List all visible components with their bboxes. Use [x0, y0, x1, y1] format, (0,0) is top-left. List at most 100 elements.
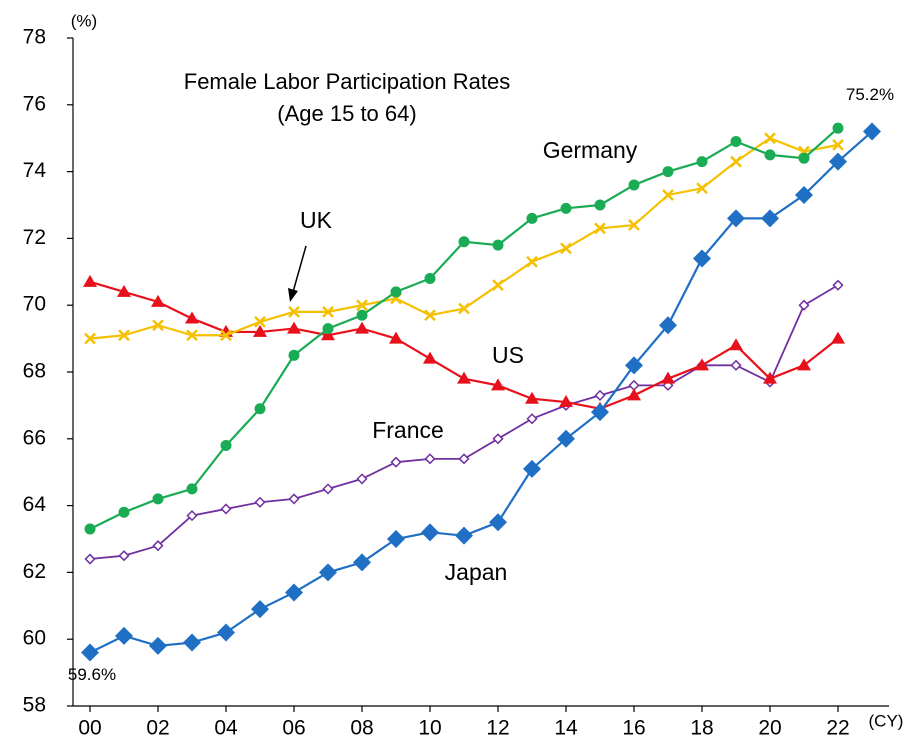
marker: [560, 202, 572, 214]
marker: [322, 323, 334, 335]
marker: [185, 311, 199, 324]
marker: [832, 138, 844, 151]
marker: [220, 439, 232, 451]
marker: [591, 403, 609, 422]
x-tick-label: 10: [418, 717, 441, 740]
y-tick-label: 78: [23, 26, 46, 49]
marker: [457, 371, 471, 384]
marker: [557, 429, 575, 448]
series: [84, 279, 844, 565]
marker: [832, 279, 844, 291]
marker: [696, 156, 708, 168]
marker: [491, 378, 505, 391]
marker: [421, 523, 439, 542]
marker: [729, 338, 743, 351]
marker: [764, 132, 776, 145]
marker: [356, 299, 368, 312]
marker: [287, 321, 301, 334]
marker: [625, 356, 643, 375]
x-tick-label: 18: [690, 717, 713, 740]
marker: [117, 284, 131, 297]
uk-arrow: [288, 245, 307, 302]
marker: [627, 388, 641, 401]
marker: [254, 316, 266, 328]
marker: [288, 305, 300, 318]
series: [84, 122, 844, 535]
series-label: US: [492, 342, 524, 368]
marker: [628, 179, 640, 191]
marker: [424, 309, 436, 322]
marker: [455, 526, 473, 545]
marker: [662, 189, 674, 201]
marker: [424, 272, 436, 284]
x-tick-label: 12: [486, 717, 509, 740]
marker: [84, 523, 96, 535]
y-tick-label: 60: [23, 627, 46, 650]
marker: [730, 136, 742, 148]
x-tick-label: 08: [350, 717, 373, 740]
marker: [319, 563, 337, 582]
marker: [186, 510, 198, 522]
marker: [220, 329, 232, 342]
marker: [761, 209, 779, 228]
marker: [118, 550, 130, 562]
y-tick-label: 68: [23, 360, 46, 383]
marker: [152, 540, 164, 552]
x-tick-label: 02: [146, 717, 169, 740]
marker: [288, 349, 300, 361]
marker: [795, 185, 813, 204]
marker: [118, 506, 130, 518]
x-tick-label: 22: [826, 717, 849, 740]
marker: [353, 553, 371, 572]
marker: [662, 166, 674, 178]
marker: [730, 155, 742, 168]
marker: [661, 371, 675, 384]
marker: [81, 643, 99, 662]
marker: [832, 122, 844, 134]
series-label: Japan: [445, 559, 508, 585]
marker: [220, 503, 232, 515]
data-label: 59.6%: [68, 665, 116, 684]
y-unit: (%): [71, 11, 97, 30]
data-label: 75.2%: [846, 85, 894, 104]
marker: [321, 328, 335, 341]
marker: [863, 122, 881, 141]
marker: [763, 371, 777, 384]
marker: [492, 433, 504, 445]
marker: [217, 623, 235, 642]
x-tick-label: 00: [78, 717, 101, 740]
series: [81, 122, 881, 662]
y-tick-label: 66: [23, 426, 46, 449]
y-tick-label: 62: [23, 560, 46, 583]
marker: [115, 626, 133, 645]
marker: [458, 302, 470, 315]
marker: [492, 239, 504, 251]
marker: [559, 395, 573, 408]
marker: [390, 456, 402, 468]
y-tick-label: 70: [23, 293, 46, 316]
marker: [693, 249, 711, 268]
marker: [288, 493, 300, 505]
y-tick-label: 64: [23, 493, 47, 516]
chart-title: Female Labor Participation Rates: [184, 69, 511, 94]
marker: [798, 152, 810, 164]
series-label: UK: [300, 207, 333, 233]
x-tick-label: 14: [554, 717, 578, 740]
marker: [526, 255, 538, 268]
marker: [83, 274, 97, 287]
marker: [84, 332, 96, 345]
marker: [695, 358, 709, 371]
x-unit: (CY): [869, 711, 904, 730]
marker: [356, 309, 368, 321]
marker: [149, 636, 167, 655]
marker: [560, 242, 572, 255]
marker: [829, 152, 847, 171]
series-label: Germany: [543, 137, 638, 163]
marker: [492, 279, 504, 292]
marker: [389, 331, 403, 344]
marker: [730, 359, 742, 371]
marker: [797, 358, 811, 371]
series-line: [89, 280, 839, 410]
marker: [322, 483, 334, 495]
